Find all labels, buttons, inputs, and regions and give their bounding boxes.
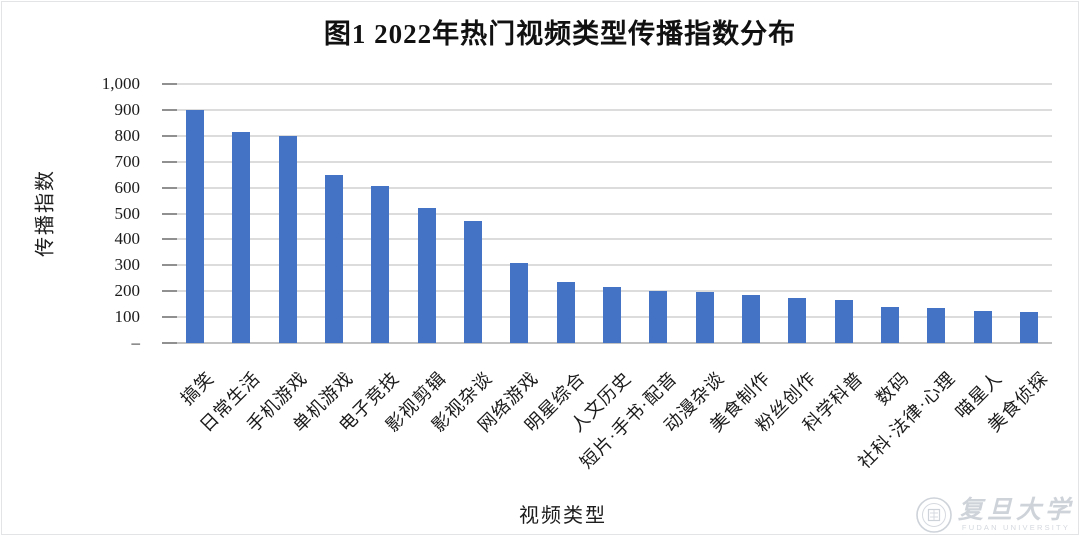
bar: [417, 208, 436, 343]
bar: [741, 295, 760, 343]
bar: [1019, 311, 1038, 343]
y-tick-label: 1,000: [101, 74, 140, 93]
watermark-text: 复旦大学 FUDAN UNIVERSITY: [958, 498, 1074, 532]
bar: [880, 306, 899, 343]
y-gridline: [172, 264, 1052, 267]
y-tick-label: 100: [114, 307, 141, 327]
y-tick-label: 500: [114, 203, 141, 223]
bar: [603, 287, 621, 343]
y-gridline: [172, 108, 1052, 111]
y-tick-mark: [162, 108, 177, 111]
y-gridline: [172, 160, 1052, 163]
bar: [510, 262, 529, 343]
y-tick-label: 200: [114, 281, 141, 301]
bar: [232, 131, 251, 343]
y-tick-mark: [162, 316, 177, 319]
fudan-watermark: 复旦大学 FUDAN UNIVERSITY: [915, 496, 1074, 534]
bar: [927, 308, 946, 343]
bar: [788, 297, 807, 343]
y-tick-mark: [162, 342, 177, 344]
y-tick-label: 700: [114, 151, 141, 171]
y-gridline: [172, 212, 1052, 215]
fudan-seal-icon: [916, 497, 952, 533]
y-tick-mark: [162, 264, 177, 267]
y-tick-mark: [162, 238, 177, 241]
y-tick-label: –: [131, 333, 141, 352]
bar: [834, 300, 853, 343]
y-tick-label: 400: [114, 229, 141, 249]
y-tick-label: 800: [114, 125, 141, 145]
y-tick-mark: [162, 186, 177, 189]
bar: [695, 292, 714, 343]
y-tick-label: 300: [114, 255, 141, 275]
x-axis-line: [172, 342, 1052, 344]
bar: [186, 109, 205, 343]
bar: [556, 282, 575, 343]
y-tick-mark: [162, 134, 177, 137]
bar: [649, 291, 668, 343]
bar: [371, 186, 390, 343]
chart-title: 图1 2022年热门视频类型传播指数分布: [323, 19, 797, 49]
y-gridline: [172, 134, 1052, 137]
bar: [325, 174, 344, 343]
y-gridline: [172, 83, 1052, 85]
y-tick-mark: [162, 212, 177, 215]
y-tick-mark: [162, 290, 177, 293]
watermark-cn: 复旦大学: [957, 497, 1074, 525]
watermark-en: FUDAN UNIVERSITY: [961, 523, 1071, 533]
y-tick-mark: [162, 83, 177, 85]
y-tick-label: 600: [114, 177, 141, 197]
bar: [973, 310, 992, 343]
x-axis-title: 视频类型: [519, 505, 607, 527]
y-gridline: [172, 186, 1052, 189]
y-tick-label: 900: [114, 99, 141, 119]
bar: [278, 135, 297, 343]
bar: [464, 221, 483, 343]
y-gridline: [172, 238, 1052, 241]
y-tick-mark: [162, 160, 177, 163]
